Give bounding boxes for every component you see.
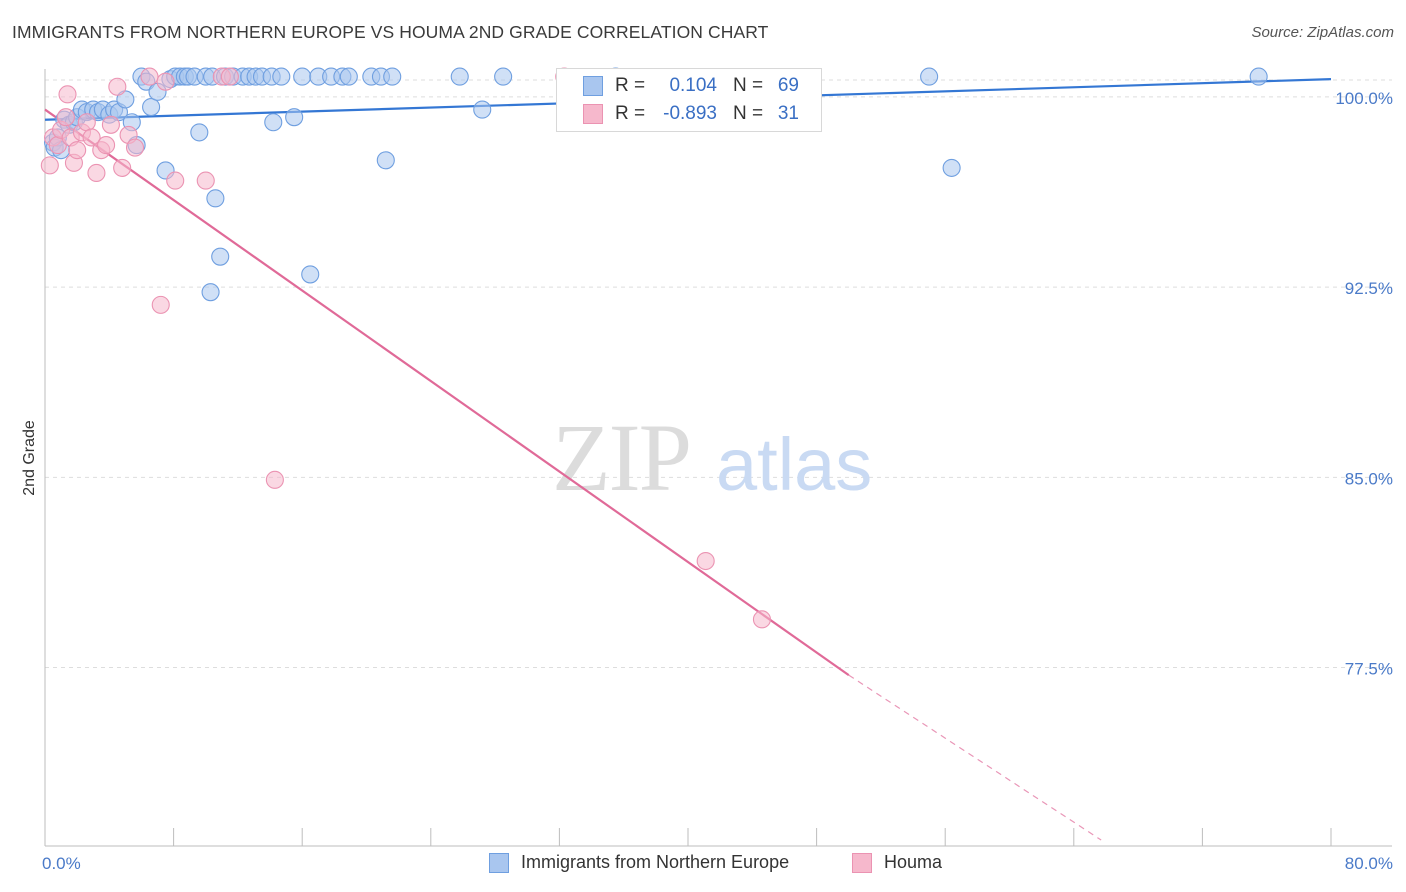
blue-data-point bbox=[942, 158, 961, 177]
pink-data-point bbox=[265, 470, 284, 489]
axes bbox=[44, 69, 1392, 847]
pink-data-point bbox=[101, 115, 120, 134]
pink-data-point bbox=[77, 113, 96, 132]
pink-data-point bbox=[87, 163, 106, 183]
legend-r-label: R = bbox=[615, 103, 646, 124]
pink-data-point bbox=[752, 610, 771, 629]
legend-r-value: -0.893 bbox=[663, 103, 717, 124]
watermark-atlas: atlas bbox=[716, 423, 872, 506]
pink-data-point bbox=[220, 67, 239, 86]
blue-data-point bbox=[1249, 67, 1268, 86]
pink-data-point bbox=[125, 138, 145, 157]
y-tick-label: 85.0% bbox=[1345, 469, 1393, 488]
blue-data-point bbox=[339, 67, 358, 86]
blue-data-point bbox=[206, 189, 225, 208]
blue-data-point bbox=[494, 67, 513, 86]
pink-data-point bbox=[166, 171, 185, 190]
blue-data-point bbox=[190, 123, 209, 142]
legend-swatch-pink bbox=[583, 104, 603, 124]
chart-title: IMMIGRANTS FROM NORTHERN EUROPE VS HOUMA… bbox=[12, 22, 769, 42]
tick-labels: 100.0% 92.5% 85.0% 77.5% 0.0% 80.0% bbox=[42, 89, 1393, 873]
legend-n-value: 69 bbox=[777, 75, 799, 96]
pink-data-point bbox=[97, 136, 116, 155]
blue-data-point bbox=[116, 90, 135, 109]
pink-data-point bbox=[58, 85, 77, 104]
pink-data-point bbox=[696, 551, 715, 571]
blue-data-point bbox=[201, 283, 220, 302]
bottom-legend-label-blue: Immigrants from Northern Europe bbox=[521, 852, 790, 872]
pink-data-point bbox=[113, 158, 132, 177]
legend-n-label: N = bbox=[733, 75, 764, 96]
pink-data-point bbox=[151, 295, 170, 314]
stats-legend: R = 0.104 N = 69 R = -0.893 N = 31 bbox=[556, 68, 822, 132]
watermark-zip: ZIP bbox=[552, 404, 690, 511]
legend-r-value: 0.104 bbox=[669, 75, 717, 96]
pink-trend-extension bbox=[848, 674, 1102, 841]
blue-data-point bbox=[376, 151, 395, 170]
data-points bbox=[40, 67, 1268, 629]
grid-lines bbox=[45, 79, 1392, 669]
y-tick-label: 100.0% bbox=[1335, 89, 1393, 108]
legend-n-label: N = bbox=[733, 103, 764, 124]
y-tick-label: 92.5% bbox=[1345, 279, 1393, 298]
legend-row-blue: R = 0.104 N = 69 bbox=[557, 72, 821, 100]
y-axis-label: 2nd Grade bbox=[21, 420, 38, 496]
pink-data-point bbox=[196, 171, 215, 190]
x-tick-label: 80.0% bbox=[1345, 854, 1393, 873]
blue-data-point bbox=[264, 113, 283, 132]
legend-n-value: 31 bbox=[777, 103, 799, 124]
watermark: ZIP atlas bbox=[552, 404, 872, 511]
pink-data-point bbox=[68, 141, 87, 160]
pink-data-point bbox=[56, 108, 75, 127]
blue-data-point bbox=[285, 108, 304, 127]
blue-data-point bbox=[301, 265, 320, 284]
pink-data-point bbox=[82, 128, 101, 147]
blue-data-point bbox=[211, 247, 230, 266]
source-label: Source: ZipAtlas.com bbox=[1251, 24, 1394, 41]
blue-data-point bbox=[450, 67, 469, 86]
legend-row-pink: R = -0.893 N = 31 bbox=[557, 100, 821, 128]
bottom-legend-label-pink: Houma bbox=[884, 852, 943, 872]
bottom-legend-swatch-pink bbox=[852, 853, 872, 873]
pink-data-point bbox=[108, 77, 127, 96]
blue-data-point bbox=[920, 67, 939, 86]
blue-data-point bbox=[473, 100, 492, 119]
legend-swatch-blue bbox=[583, 76, 603, 96]
pink-trend-line bbox=[44, 108, 850, 677]
bottom-legend-swatch-blue bbox=[489, 853, 509, 873]
x-tick-label: 0.0% bbox=[42, 854, 81, 873]
legend-r-label: R = bbox=[615, 75, 646, 96]
pink-data-point bbox=[140, 67, 159, 86]
y-tick-label: 77.5% bbox=[1345, 660, 1393, 679]
blue-data-point bbox=[272, 67, 291, 86]
pink-data-point bbox=[156, 72, 175, 91]
pink-data-point bbox=[40, 156, 59, 175]
blue-data-point bbox=[293, 67, 312, 86]
blue-data-point bbox=[142, 97, 161, 117]
blue-data-point bbox=[383, 67, 402, 86]
